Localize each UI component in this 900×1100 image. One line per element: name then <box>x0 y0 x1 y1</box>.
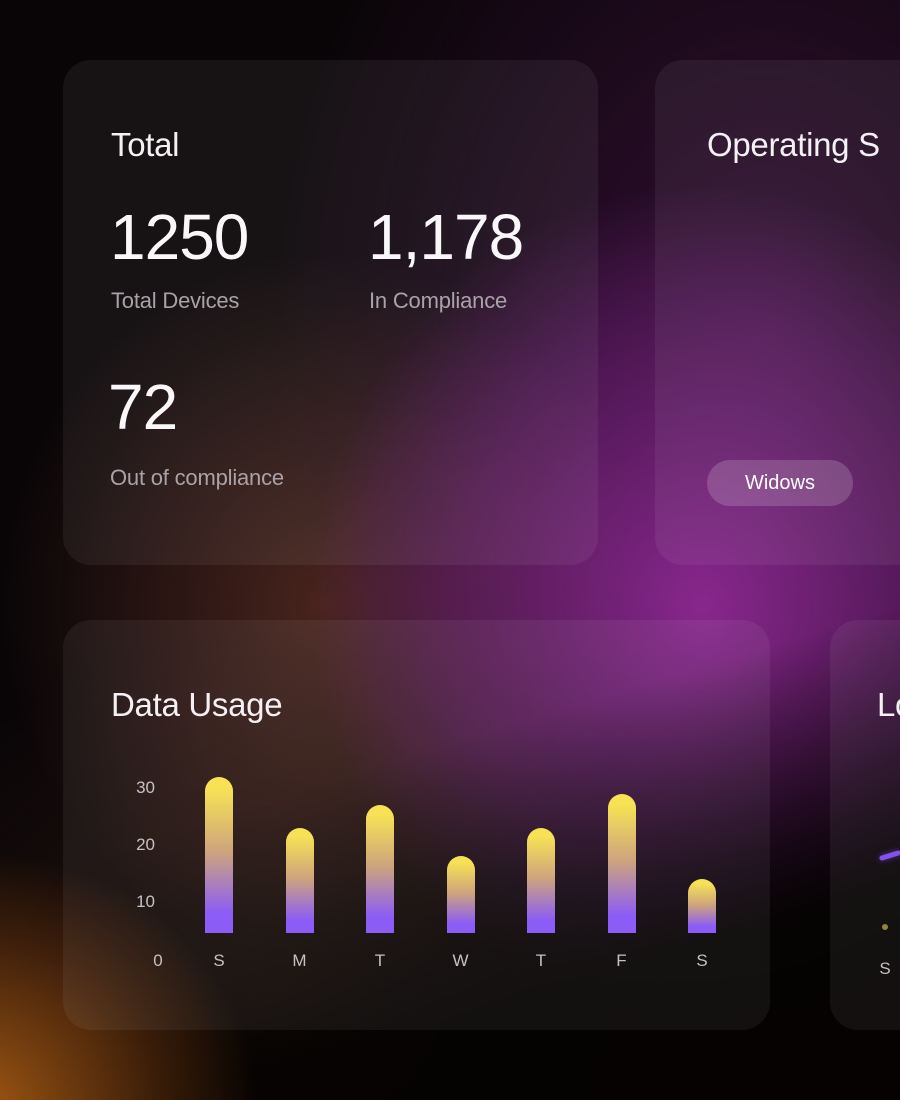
out-of-compliance-label: Out of compliance <box>110 465 284 490</box>
line-chart-x-axis-label: S <box>879 959 891 978</box>
x-axis-origin-label: 0 <box>153 951 163 970</box>
operating-systems-card-title: Operating S <box>707 126 880 163</box>
total-devices-value: 1250 <box>110 201 249 273</box>
usage-bar <box>688 879 716 933</box>
card-data-usage: Data Usage 10 20 30 0 S M T W T F S <box>63 620 770 1030</box>
card-total: Total 1250 Total Devices 1,178 In Compli… <box>63 60 598 565</box>
out-of-compliance-value: 72 <box>108 371 178 443</box>
line-card-title: Lo <box>877 686 900 723</box>
x-axis-label: T <box>374 951 386 970</box>
total-card-title: Total <box>111 126 180 163</box>
line-chart-segment <box>878 849 900 861</box>
card-operating-systems: Operating S Widows <box>655 60 900 565</box>
data-usage-chart: 10 20 30 0 S M T W T F S <box>63 620 770 1030</box>
data-usage-card-title: Data Usage <box>111 686 283 723</box>
total-devices-label: Total Devices <box>111 288 240 313</box>
x-axis-label: F <box>616 951 627 970</box>
card-line-chart: Lo S <box>830 620 900 1030</box>
in-compliance-value: 1,178 <box>368 201 524 273</box>
usage-bar <box>366 805 394 933</box>
y-axis-tick: 20 <box>136 835 155 854</box>
usage-bar <box>607 793 636 933</box>
line-chart-marker-dot <box>882 924 888 930</box>
usage-bar <box>205 776 233 933</box>
in-compliance-label: In Compliance <box>369 288 508 313</box>
x-axis-label: W <box>452 951 469 970</box>
x-axis-label: S <box>696 951 708 970</box>
x-axis-label: S <box>213 951 225 970</box>
usage-bar <box>446 856 475 933</box>
os-filter-pill-windows[interactable]: Widows <box>707 460 853 506</box>
y-axis-tick: 30 <box>136 778 155 797</box>
y-axis-tick: 10 <box>136 892 155 911</box>
x-axis-label: T <box>535 951 547 970</box>
usage-bar <box>285 827 314 933</box>
x-axis-label: M <box>292 951 307 970</box>
os-filter-pill-label: Widows <box>744 471 815 494</box>
usage-bar <box>527 827 555 933</box>
